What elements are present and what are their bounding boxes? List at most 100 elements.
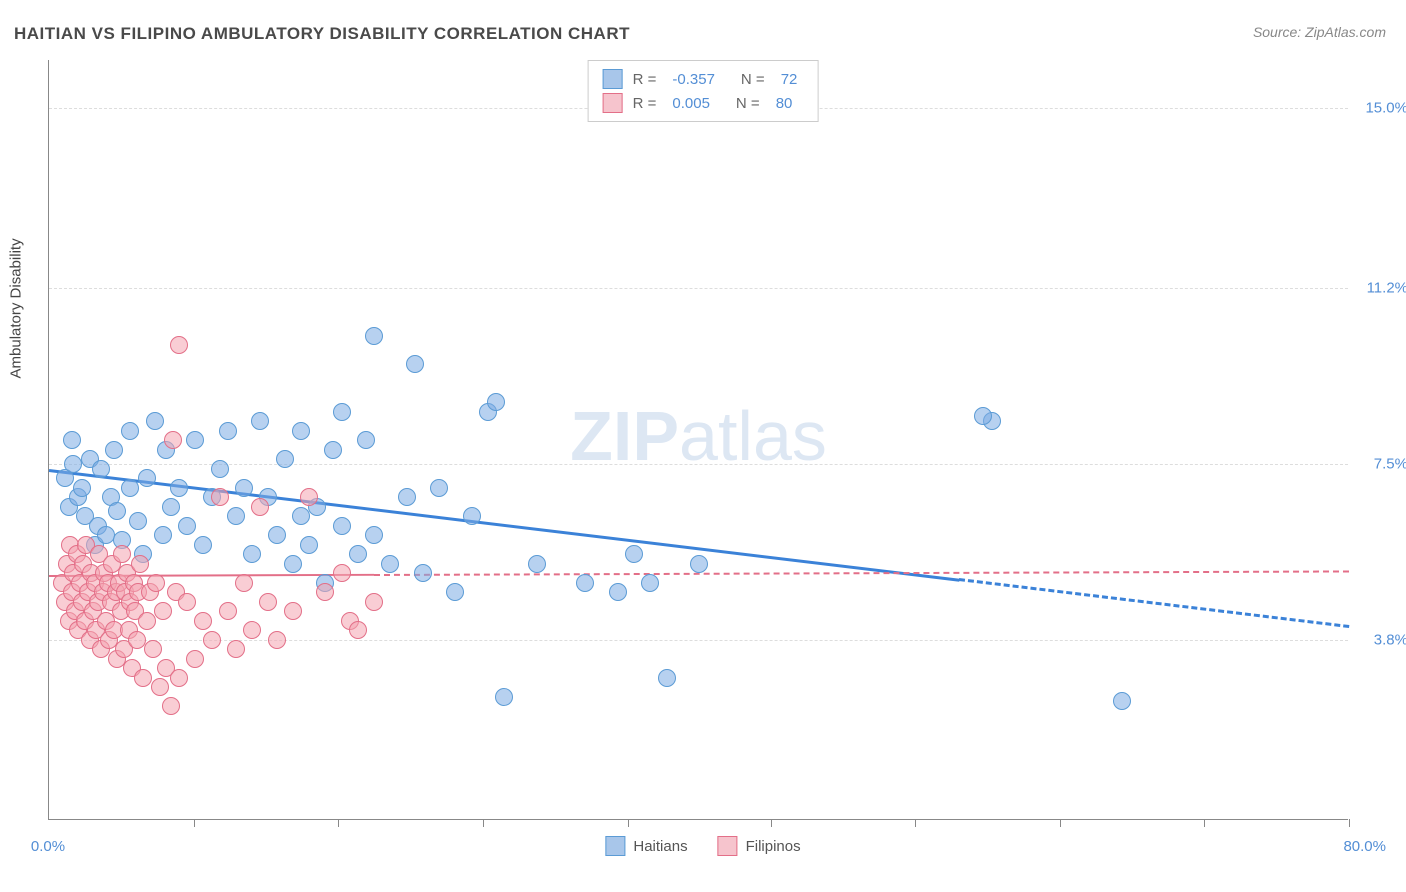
r-value: 0.005 <box>672 95 710 112</box>
data-point <box>292 507 310 525</box>
x-tick <box>483 819 484 827</box>
data-point <box>194 536 212 554</box>
data-point <box>292 422 310 440</box>
data-point <box>154 526 172 544</box>
x-tick <box>338 819 339 827</box>
data-point <box>146 412 164 430</box>
gridline <box>49 464 1348 465</box>
data-point <box>333 564 351 582</box>
data-point <box>398 488 416 506</box>
data-point <box>138 469 156 487</box>
data-point <box>131 555 149 573</box>
data-point <box>381 555 399 573</box>
x-tick <box>1349 819 1350 827</box>
data-point <box>1113 692 1131 710</box>
data-point <box>151 678 169 696</box>
n-label: N = <box>736 95 760 112</box>
data-point <box>108 502 126 520</box>
stats-legend-box: R = -0.357 N = 72 R = 0.005 N = 80 <box>588 60 819 122</box>
data-point <box>430 479 448 497</box>
legend-label: Haitians <box>633 838 687 855</box>
data-point <box>144 640 162 658</box>
data-point <box>203 631 221 649</box>
data-point <box>186 650 204 668</box>
legend-swatch <box>603 69 623 89</box>
x-tick <box>194 819 195 827</box>
data-point <box>324 441 342 459</box>
data-point <box>92 460 110 478</box>
data-point <box>97 526 115 544</box>
data-point <box>349 545 367 563</box>
x-axis-max-label: 80.0% <box>1343 838 1386 855</box>
data-point <box>211 488 229 506</box>
series-legend: Haitians Filipinos <box>605 836 800 856</box>
n-value: 80 <box>776 95 793 112</box>
legend-swatch <box>718 836 738 856</box>
data-point <box>227 507 245 525</box>
x-tick <box>915 819 916 827</box>
data-point <box>268 526 286 544</box>
data-point <box>251 412 269 430</box>
data-point <box>170 669 188 687</box>
data-point <box>284 602 302 620</box>
data-point <box>690 555 708 573</box>
gridline <box>49 640 1348 641</box>
data-point <box>365 526 383 544</box>
data-point <box>658 669 676 687</box>
data-point <box>365 327 383 345</box>
data-point <box>365 593 383 611</box>
data-point <box>300 488 318 506</box>
data-point <box>446 583 464 601</box>
data-point <box>105 441 123 459</box>
data-point <box>219 422 237 440</box>
data-point <box>259 593 277 611</box>
trend-line <box>374 571 1349 577</box>
data-point <box>164 431 182 449</box>
data-point <box>333 517 351 535</box>
legend-swatch <box>605 836 625 856</box>
data-point <box>227 640 245 658</box>
data-point <box>284 555 302 573</box>
r-value: -0.357 <box>672 71 715 88</box>
data-point <box>162 697 180 715</box>
data-point <box>162 498 180 516</box>
data-point <box>147 574 165 592</box>
data-point <box>357 431 375 449</box>
data-point <box>134 669 152 687</box>
data-point <box>276 450 294 468</box>
stats-row: R = -0.357 N = 72 <box>603 67 804 91</box>
data-point <box>333 403 351 421</box>
data-point <box>974 407 992 425</box>
data-point <box>625 545 643 563</box>
data-point <box>178 593 196 611</box>
data-point <box>211 460 229 478</box>
y-tick-label: 15.0% <box>1365 99 1406 116</box>
data-point <box>154 602 172 620</box>
data-point <box>170 479 188 497</box>
data-point <box>128 631 146 649</box>
data-point <box>63 431 81 449</box>
data-point <box>609 583 627 601</box>
data-point <box>528 555 546 573</box>
n-label: N = <box>741 71 765 88</box>
data-point <box>138 612 156 630</box>
r-label: R = <box>633 71 657 88</box>
gridline <box>49 288 1348 289</box>
data-point <box>349 621 367 639</box>
n-value: 72 <box>781 71 798 88</box>
y-axis-label: Ambulatory Disability <box>8 238 25 378</box>
source-attribution: Source: ZipAtlas.com <box>1253 24 1386 40</box>
x-tick <box>771 819 772 827</box>
data-point <box>243 545 261 563</box>
data-point <box>194 612 212 630</box>
chart-title: HAITIAN VS FILIPINO AMBULATORY DISABILIT… <box>14 24 630 44</box>
y-tick-label: 11.2% <box>1367 280 1406 297</box>
legend-item: Filipinos <box>718 836 801 856</box>
data-point <box>487 393 505 411</box>
data-point <box>121 422 139 440</box>
x-axis-min-label: 0.0% <box>31 838 65 855</box>
legend-item: Haitians <box>605 836 687 856</box>
y-tick-label: 3.8% <box>1374 631 1406 648</box>
r-label: R = <box>633 95 657 112</box>
data-point <box>186 431 204 449</box>
